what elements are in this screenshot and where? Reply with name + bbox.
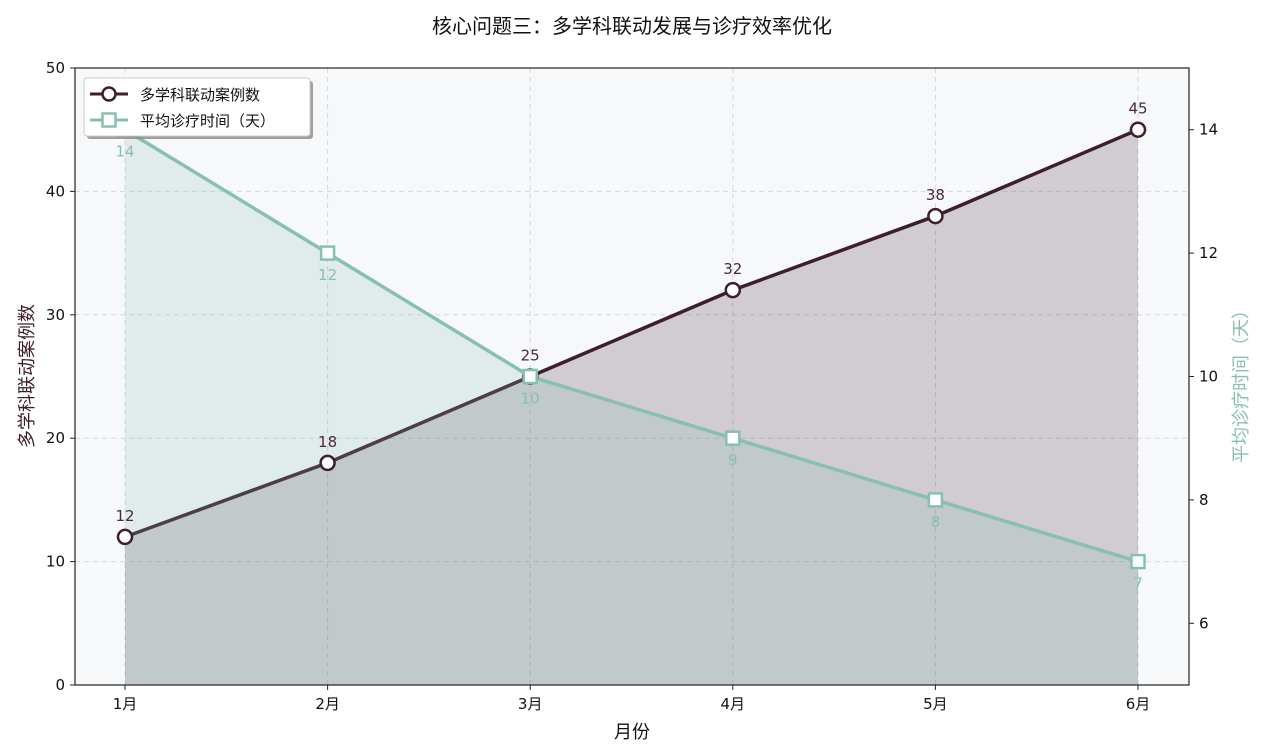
marker-days [319,245,336,261]
y-left-tick-label: 30 [46,306,65,324]
data-label-days: 12 [318,266,337,284]
data-label-days: 14 [115,143,134,161]
data-label-days: 8 [931,513,941,531]
x-tick-label: 3月 [518,695,543,713]
line-cases [124,128,1139,539]
y-axis-left-label: 多学科联动案例数 [17,304,38,448]
x-tick-label: 4月 [721,695,746,713]
y-right-tick-label: 12 [1199,244,1218,262]
plot-area [75,68,1189,685]
marker-days [1130,553,1146,570]
marker-cases [927,207,944,225]
area-days [125,129,1138,685]
x-tick-label: 5月 [923,695,948,713]
y-left-tick-label: 40 [46,182,65,200]
x-axis-label: 月份 [614,722,650,743]
data-label-days: 9 [728,451,738,469]
marker-days [927,492,944,508]
data-label-cases: 45 [1128,100,1147,118]
data-label-cases: 32 [723,260,742,278]
legend-square-icon [101,112,117,128]
marker-days [522,368,538,385]
marker-cases [116,528,134,546]
y-right-tick-label: 6 [1199,614,1209,632]
axes: 1月 2月 3月 4月 5月 6月 0 10 20 30 40 50 6 8 10 12 14 [46,59,1218,713]
y-left-tick-label: 20 [46,429,65,447]
marker-cases [1129,121,1147,138]
data-label-days: 10 [521,390,540,408]
data-label-cases: 38 [926,186,945,204]
legend-label-cases: 多学科联动案例数 [140,86,260,104]
x-tick-label: 2月 [315,695,340,713]
data-label-days: 7 [1133,575,1143,593]
y-left-tick-label: 0 [55,676,65,694]
lines: 12 18 25 32 38 45 14 12 10 9 8 7 [115,100,1147,593]
y-axis-right-label: 平均诊疗时间（天） [1231,301,1252,463]
marker-days [725,430,741,446]
data-label-cases: 12 [115,507,134,525]
chart-title: 核心问题三：多学科联动发展与诊疗效率优化 [432,14,832,38]
data-label-cases: 25 [521,347,540,365]
x-tick-label: 6月 [1126,695,1151,713]
line-days [124,128,1139,564]
y-right-tick-label: 8 [1199,491,1209,509]
y-left-tick-label: 10 [46,553,65,571]
y-left-tick-label: 50 [46,59,65,77]
marker-cases [724,281,742,299]
legend-label-days: 平均诊疗时间（天） [140,112,275,130]
legend: 多学科联动案例数 平均诊疗时间（天） [83,77,313,139]
y-right-tick-label: 10 [1199,368,1218,386]
data-label-cases: 18 [318,433,337,451]
marker-cases [319,454,336,472]
y-right-tick-label: 14 [1199,121,1218,139]
x-tick-label: 1月 [113,695,138,713]
legend-circle-icon [101,86,117,102]
